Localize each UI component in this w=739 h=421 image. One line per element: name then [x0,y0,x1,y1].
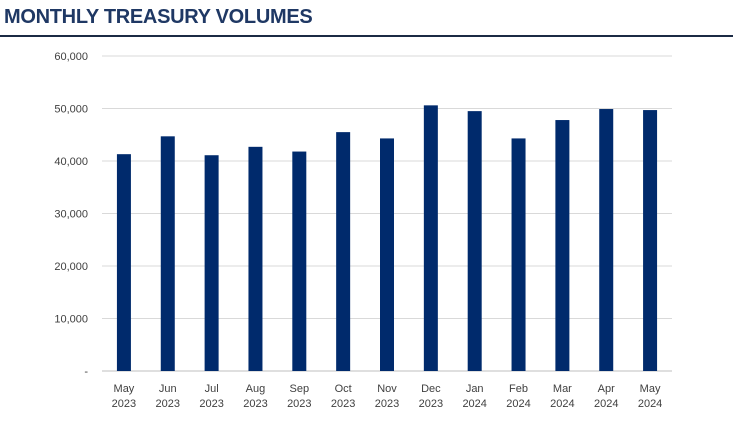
y-tick-label: 40,000 [54,156,88,168]
x-tick-label: 2023 [243,398,267,410]
x-tick-label: Jun [159,383,177,395]
x-tick-label: Sep [290,383,310,395]
x-tick-label: 2024 [550,398,574,410]
bar [380,138,394,371]
bar [292,151,307,371]
bar [599,109,614,372]
x-tick-label: 2023 [375,398,399,410]
x-tick-label: Feb [509,383,528,395]
x-tick-label: 2023 [331,398,355,410]
title-divider [0,35,733,37]
x-tick-label: 2023 [199,398,223,410]
bar [643,110,658,371]
x-tick-label: Mar [553,383,572,395]
x-tick-label: May [640,383,661,395]
x-tick-label: Dec [421,383,441,395]
y-tick-label: - [84,366,88,378]
bar [467,111,482,371]
y-tick-label: 20,000 [54,261,88,273]
bar [204,155,219,371]
chart-title: MONTHLY TREASURY VOLUMES [4,6,313,28]
bar [336,132,351,371]
x-tick-label: Apr [598,383,615,395]
x-tick-label: May [114,383,135,395]
bar [423,105,438,371]
x-tick-label: 2024 [506,398,530,410]
bar [160,136,175,371]
x-tick-label: 2024 [594,398,618,410]
x-tick-label: Aug [246,383,266,395]
x-tick-label: 2023 [287,398,311,410]
x-tick-label: 2024 [638,398,662,410]
x-tick-label: 2023 [156,398,180,410]
bar [511,138,526,371]
bar [116,154,131,371]
x-tick-label: Jul [205,383,219,395]
x-tick-label: Oct [335,383,352,395]
x-tick-label: 2023 [419,398,443,410]
x-tick-label: Jan [466,383,484,395]
y-tick-label: 60,000 [54,51,88,63]
y-tick-label: 10,000 [54,314,88,326]
bar [248,146,263,371]
y-tick-label: 30,000 [54,209,88,221]
x-tick-label: 2024 [462,398,486,410]
bar [555,120,570,371]
y-tick-label: 50,000 [54,104,88,116]
x-tick-label: Nov [377,383,397,395]
x-tick-label: 2023 [112,398,136,410]
